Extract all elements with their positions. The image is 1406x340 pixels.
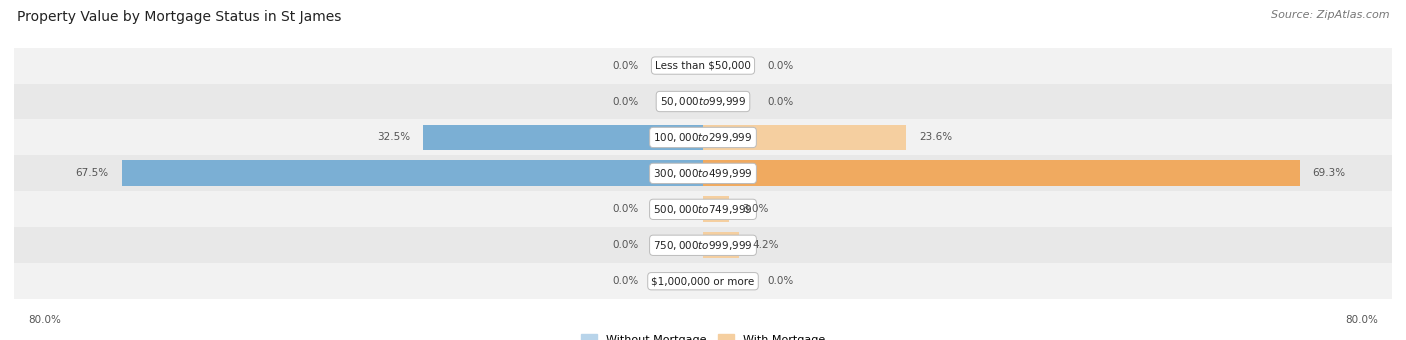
Text: 0.0%: 0.0% — [612, 97, 638, 106]
Text: 0.0%: 0.0% — [612, 276, 638, 286]
Bar — [14, 119, 1392, 155]
Text: $300,000 to $499,999: $300,000 to $499,999 — [654, 167, 752, 180]
Text: 67.5%: 67.5% — [76, 168, 108, 179]
Bar — [14, 263, 1392, 299]
Bar — [703, 232, 740, 258]
Text: $500,000 to $749,999: $500,000 to $749,999 — [654, 203, 752, 216]
Bar — [703, 124, 907, 150]
Bar — [703, 160, 1299, 186]
Legend: Without Mortgage, With Mortgage: Without Mortgage, With Mortgage — [576, 329, 830, 340]
Text: 69.3%: 69.3% — [1313, 168, 1346, 179]
Text: 0.0%: 0.0% — [768, 276, 794, 286]
Bar — [14, 155, 1392, 191]
Text: 0.0%: 0.0% — [612, 204, 638, 214]
Text: 80.0%: 80.0% — [28, 315, 60, 325]
Bar — [14, 227, 1392, 263]
Bar — [122, 160, 703, 186]
Text: Property Value by Mortgage Status in St James: Property Value by Mortgage Status in St … — [17, 10, 342, 24]
Text: Less than $50,000: Less than $50,000 — [655, 61, 751, 71]
Text: $50,000 to $99,999: $50,000 to $99,999 — [659, 95, 747, 108]
Bar — [423, 124, 703, 150]
Text: 0.0%: 0.0% — [612, 61, 638, 71]
Text: Source: ZipAtlas.com: Source: ZipAtlas.com — [1271, 10, 1389, 20]
Text: 0.0%: 0.0% — [768, 97, 794, 106]
Text: $1,000,000 or more: $1,000,000 or more — [651, 276, 755, 286]
Text: 80.0%: 80.0% — [1346, 315, 1378, 325]
Text: 0.0%: 0.0% — [612, 240, 638, 250]
Text: 32.5%: 32.5% — [377, 133, 411, 142]
Text: 0.0%: 0.0% — [768, 61, 794, 71]
Text: $750,000 to $999,999: $750,000 to $999,999 — [654, 239, 752, 252]
Bar — [14, 84, 1392, 119]
Text: $100,000 to $299,999: $100,000 to $299,999 — [654, 131, 752, 144]
Text: 4.2%: 4.2% — [752, 240, 779, 250]
Bar — [14, 191, 1392, 227]
Bar — [703, 197, 728, 222]
Text: 3.0%: 3.0% — [742, 204, 768, 214]
Bar — [14, 48, 1392, 84]
Text: 23.6%: 23.6% — [920, 133, 952, 142]
